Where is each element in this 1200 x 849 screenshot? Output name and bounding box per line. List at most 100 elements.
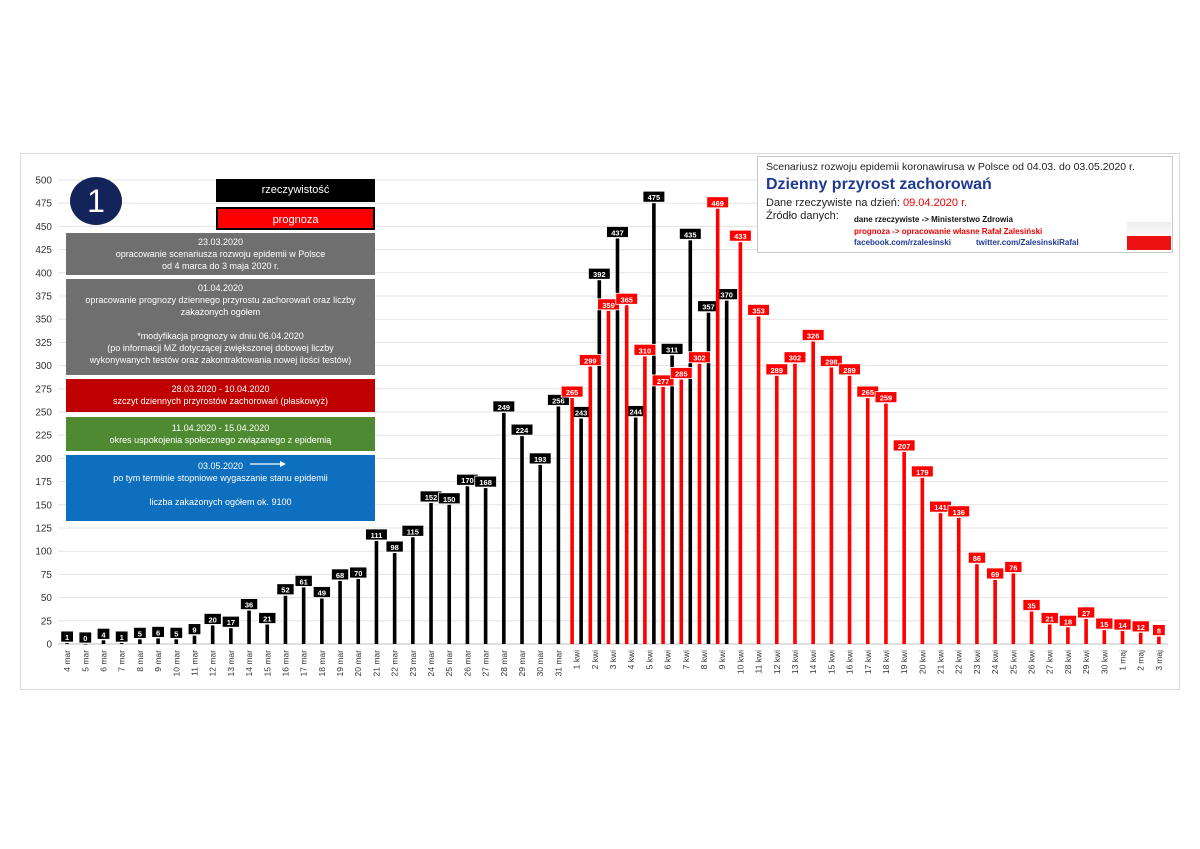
bar-actual	[338, 580, 342, 644]
data-label-bg	[715, 288, 738, 301]
data-label: 20	[209, 615, 217, 624]
data-label: 49	[318, 589, 326, 598]
data-label: 433	[734, 232, 747, 241]
info-facebook[interactable]: facebook.com/rzalesinski	[854, 238, 951, 247]
data-label: 12	[1137, 623, 1145, 632]
y-tick-label: 350	[35, 315, 52, 326]
data-label-bg	[967, 551, 986, 564]
bar-forecast	[884, 403, 888, 644]
data-label-bg	[1058, 614, 1077, 627]
x-tick-label: 6 kwi	[663, 650, 673, 669]
bar-actual	[156, 638, 160, 644]
x-tick-label: 26 kwi	[1027, 650, 1037, 674]
bar-forecast	[1047, 624, 1052, 644]
bar-forecast	[1120, 631, 1125, 644]
data-label: 152	[425, 493, 438, 502]
data-label: 0	[83, 634, 87, 643]
data-label-bg	[401, 524, 425, 537]
bar-actual	[174, 639, 179, 644]
y-tick-label: 300	[35, 361, 52, 372]
bar-actual	[447, 504, 452, 644]
data-label: 170	[461, 476, 474, 485]
y-tick-label: 375	[35, 292, 52, 303]
data-label: 289	[771, 366, 784, 375]
x-tick-label: 25 mar	[444, 650, 454, 677]
x-tick-label: 22 mar	[390, 650, 400, 677]
data-label-bg	[1113, 618, 1132, 631]
bar-actual	[374, 540, 379, 644]
arrow-right-icon	[250, 461, 286, 467]
data-label: 52	[281, 586, 289, 595]
data-label-bg	[560, 385, 584, 398]
data-label: 299	[584, 357, 597, 366]
data-label-bg	[1095, 617, 1114, 630]
y-tick-label: 275	[35, 384, 52, 395]
data-label-bg	[747, 304, 770, 316]
note-peak-period: 28.03.2020 - 10.04.2020 szczyt dziennych…	[66, 379, 375, 412]
data-label-bg	[1077, 606, 1096, 619]
data-label-bg	[801, 329, 825, 341]
bar-actual	[597, 280, 602, 644]
data-label: 289	[843, 366, 856, 375]
data-label: 141	[934, 503, 947, 512]
data-label: 259	[880, 394, 893, 403]
bar-forecast	[679, 379, 684, 644]
x-tick-label: 4 mar	[62, 650, 72, 672]
data-label-bg	[492, 400, 516, 413]
x-tick-label: 1 kwi	[572, 650, 582, 669]
bar-forecast	[756, 316, 761, 644]
data-label: 76	[1009, 563, 1017, 572]
data-label-bg	[588, 267, 611, 280]
bar-forecast	[643, 356, 647, 644]
data-label-bg	[1040, 612, 1059, 624]
bar-actual	[210, 625, 215, 644]
data-label-bg	[892, 439, 916, 452]
bar-forecast	[1084, 618, 1088, 644]
data-label-bg	[838, 363, 861, 376]
data-label-bg	[642, 190, 666, 203]
bar-actual	[688, 240, 693, 644]
data-label-bg	[874, 391, 898, 404]
data-label-bg	[688, 351, 711, 364]
x-tick-label: 1 maj	[1118, 650, 1128, 671]
x-tick-label: 24 kwi	[990, 650, 1000, 674]
y-tick-label: 500	[35, 176, 52, 187]
bar-forecast	[1029, 611, 1034, 644]
data-label: 469	[711, 199, 724, 208]
data-label: 69	[991, 570, 999, 579]
data-label-bg	[1022, 599, 1041, 611]
data-label: 244	[629, 408, 642, 417]
x-tick-label: 26 mar	[462, 650, 472, 677]
bar-actual	[615, 238, 620, 645]
data-label: 21	[1046, 615, 1054, 624]
data-label-bg	[579, 354, 602, 366]
y-tick-label: 0	[46, 640, 52, 651]
note-scenario-date: 23.03.2020 opracowanie scenariusza rozwo…	[66, 233, 375, 275]
x-tick-label: 13 kwi	[790, 650, 800, 674]
x-tick-label: 22 kwi	[954, 650, 964, 674]
bar-forecast	[865, 398, 870, 644]
bar-actual	[320, 598, 324, 644]
data-label: 35	[1027, 602, 1035, 611]
x-tick-label: 12 kwi	[772, 650, 782, 674]
x-tick-label: 17 kwi	[863, 650, 873, 674]
data-label-bg	[660, 342, 684, 355]
data-label: 359	[602, 301, 615, 310]
info-twitter[interactable]: twitter.com/ZalesinskiRafal	[976, 238, 1079, 247]
bar-forecast	[774, 375, 779, 644]
data-label: 21	[263, 615, 271, 624]
x-tick-label: 3 kwi	[608, 650, 618, 669]
data-label-bg	[986, 567, 1005, 580]
data-label-bg	[911, 465, 934, 478]
bar-forecast	[624, 305, 629, 644]
x-tick-label: 30 mar	[535, 650, 545, 677]
y-tick-label: 50	[41, 593, 53, 604]
data-label: 98	[390, 543, 398, 552]
data-label-bg	[783, 351, 807, 364]
bar-actual	[706, 312, 711, 644]
bar-actual	[192, 635, 197, 644]
x-tick-label: 15 kwi	[826, 650, 836, 674]
data-label: 435	[684, 230, 697, 239]
data-label: 277	[657, 377, 670, 386]
x-tick-label: 9 mar	[153, 650, 163, 672]
